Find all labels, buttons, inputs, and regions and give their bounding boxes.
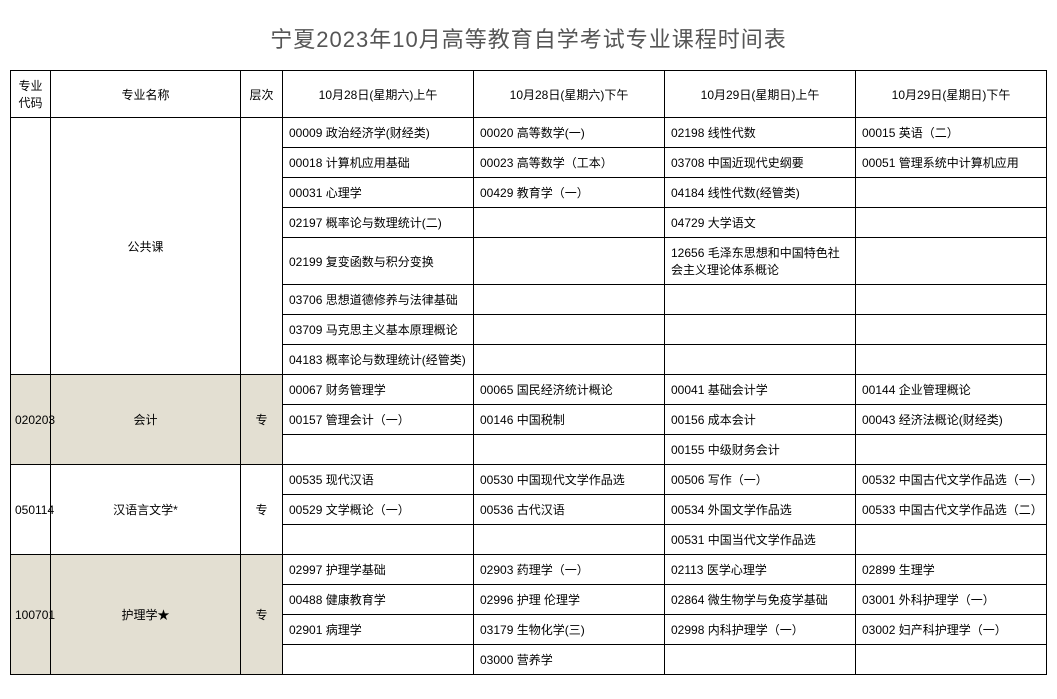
course-cell: 00535 现代汉语 (283, 465, 474, 495)
course-cell: 04183 概率论与数理统计(经管类) (283, 345, 474, 375)
course-cell: 03000 营养学 (474, 645, 665, 675)
course-cell: 00144 企业管理概论 (856, 375, 1047, 405)
course-cell (856, 645, 1047, 675)
course-cell: 02864 微生物学与免疫学基础 (665, 585, 856, 615)
major-code: 020203 (11, 375, 51, 465)
course-cell: 00065 国民经济统计概论 (474, 375, 665, 405)
course-cell (856, 238, 1047, 285)
course-cell (283, 525, 474, 555)
course-cell (856, 178, 1047, 208)
course-cell: 00015 英语（二） (856, 118, 1047, 148)
course-cell (474, 345, 665, 375)
course-cell: 03001 外科护理学（一） (856, 585, 1047, 615)
course-cell: 00041 基础会计学 (665, 375, 856, 405)
course-cell (283, 645, 474, 675)
course-cell (856, 315, 1047, 345)
course-cell: 00051 管理系统中计算机应用 (856, 148, 1047, 178)
course-cell: 00157 管理会计（一） (283, 405, 474, 435)
course-cell (856, 285, 1047, 315)
course-cell: 00429 教育学（一） (474, 178, 665, 208)
course-cell: 00532 中国古代文学作品选（一） (856, 465, 1047, 495)
course-cell: 00155 中级财务会计 (665, 435, 856, 465)
page-title: 宁夏2023年10月高等教育自学考试专业课程时间表 (10, 10, 1047, 70)
course-cell (474, 435, 665, 465)
col-level: 层次 (241, 71, 283, 118)
header-row: 专业代码 专业名称 层次 10月28日(星期六)上午 10月28日(星期六)下午… (11, 71, 1047, 118)
col-sun-am: 10月29日(星期日)上午 (665, 71, 856, 118)
course-cell (856, 345, 1047, 375)
course-cell (856, 435, 1047, 465)
major-level: 专 (241, 555, 283, 675)
course-cell: 03002 妇产科护理学（一） (856, 615, 1047, 645)
course-cell (665, 345, 856, 375)
course-cell (474, 525, 665, 555)
course-cell (474, 315, 665, 345)
major-name: 公共课 (51, 118, 241, 375)
course-cell: 03179 生物化学(三) (474, 615, 665, 645)
course-cell: 02899 生理学 (856, 555, 1047, 585)
course-cell: 00031 心理学 (283, 178, 474, 208)
course-cell (665, 645, 856, 675)
course-cell (856, 208, 1047, 238)
course-cell: 02113 医学心理学 (665, 555, 856, 585)
course-cell: 00043 经济法概论(财经类) (856, 405, 1047, 435)
course-cell: 00536 古代汉语 (474, 495, 665, 525)
course-cell (283, 435, 474, 465)
major-level (241, 118, 283, 375)
course-cell: 00533 中国古代文学作品选（二） (856, 495, 1047, 525)
table-row: 公共课00009 政治经济学(财经类)00020 高等数学(一)02198 线性… (11, 118, 1047, 148)
col-code: 专业代码 (11, 71, 51, 118)
course-cell: 00009 政治经济学(财经类) (283, 118, 474, 148)
major-code: 050114 (11, 465, 51, 555)
table-row: 100701护理学★专02997 护理学基础02903 药理学（一）02113 … (11, 555, 1047, 585)
major-code (11, 118, 51, 375)
major-code: 100701 (11, 555, 51, 675)
col-name: 专业名称 (51, 71, 241, 118)
col-sun-pm: 10月29日(星期日)下午 (856, 71, 1047, 118)
course-cell: 00534 外国文学作品选 (665, 495, 856, 525)
course-cell: 00146 中国税制 (474, 405, 665, 435)
course-cell: 00018 计算机应用基础 (283, 148, 474, 178)
course-cell: 04184 线性代数(经管类) (665, 178, 856, 208)
major-name: 汉语言文学* (51, 465, 241, 555)
course-cell: 03706 思想道德修养与法律基础 (283, 285, 474, 315)
course-cell: 02198 线性代数 (665, 118, 856, 148)
course-cell: 00156 成本会计 (665, 405, 856, 435)
course-cell: 02903 药理学（一） (474, 555, 665, 585)
col-sat-am: 10月28日(星期六)上午 (283, 71, 474, 118)
course-cell: 00020 高等数学(一) (474, 118, 665, 148)
table-row: 020203会计专00067 财务管理学00065 国民经济统计概论00041 … (11, 375, 1047, 405)
course-cell: 00529 文学概论（一） (283, 495, 474, 525)
course-cell (856, 525, 1047, 555)
course-cell (665, 285, 856, 315)
course-cell: 02197 概率论与数理统计(二) (283, 208, 474, 238)
major-name: 会计 (51, 375, 241, 465)
major-level: 专 (241, 375, 283, 465)
course-cell (474, 238, 665, 285)
course-cell: 00488 健康教育学 (283, 585, 474, 615)
course-cell (474, 208, 665, 238)
course-cell: 03709 马克思主义基本原理概论 (283, 315, 474, 345)
course-cell (665, 315, 856, 345)
course-cell: 03708 中国近现代史纲要 (665, 148, 856, 178)
major-level: 专 (241, 465, 283, 555)
major-name: 护理学★ (51, 555, 241, 675)
course-cell: 00506 写作（一） (665, 465, 856, 495)
course-cell: 04729 大学语文 (665, 208, 856, 238)
course-cell: 00530 中国现代文学作品选 (474, 465, 665, 495)
course-cell: 02199 复变函数与积分变换 (283, 238, 474, 285)
course-cell: 12656 毛泽东思想和中国特色社会主义理论体系概论 (665, 238, 856, 285)
course-cell: 00067 财务管理学 (283, 375, 474, 405)
course-cell: 00531 中国当代文学作品选 (665, 525, 856, 555)
course-cell: 02901 病理学 (283, 615, 474, 645)
course-cell (474, 285, 665, 315)
course-cell: 00023 高等数学（工本） (474, 148, 665, 178)
course-cell: 02997 护理学基础 (283, 555, 474, 585)
schedule-table: 专业代码 专业名称 层次 10月28日(星期六)上午 10月28日(星期六)下午… (10, 70, 1047, 675)
course-cell: 02998 内科护理学（一） (665, 615, 856, 645)
col-sat-pm: 10月28日(星期六)下午 (474, 71, 665, 118)
table-row: 050114汉语言文学*专00535 现代汉语00530 中国现代文学作品选00… (11, 465, 1047, 495)
course-cell: 02996 护理 伦理学 (474, 585, 665, 615)
